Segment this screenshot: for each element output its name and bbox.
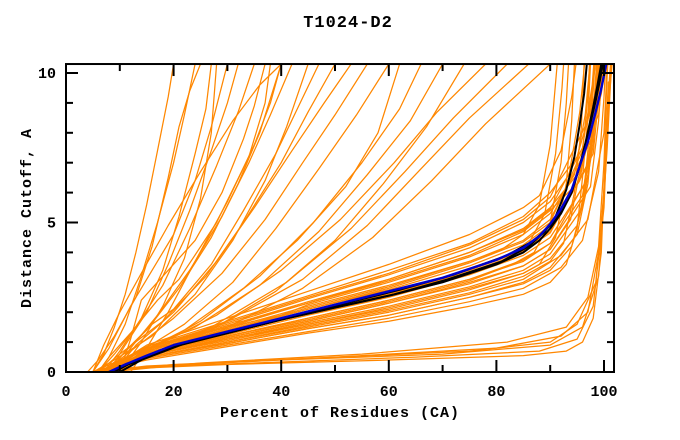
best-model-curve (107, 64, 608, 372)
curves-layer (86, 64, 613, 372)
prediction-curve (97, 64, 255, 372)
axes-layer: 0 20 40 60 80 100 0 5 10 (38, 63, 618, 401)
x-axis-title: Percent of Residues (CA) (220, 405, 460, 422)
highlighted-model-curve (108, 64, 588, 372)
prediction-curve (97, 64, 603, 372)
prediction-curve (92, 64, 576, 372)
y-tick-label: 5 (47, 216, 56, 233)
prediction-curve (103, 64, 212, 372)
prediction-curve (103, 64, 368, 372)
x-tick-label: 80 (487, 384, 505, 401)
prediction-curve (108, 64, 609, 372)
plot-border (65, 63, 616, 373)
x-tick-label: 100 (590, 384, 617, 401)
prediction-curve (92, 64, 282, 372)
x-tick-label: 20 (165, 384, 183, 401)
prediction-curve (103, 64, 601, 372)
prediction-curve (92, 64, 175, 372)
prediction-curve (108, 64, 239, 372)
x-tick-label: 60 (380, 384, 398, 401)
y-axis-title: Distance Cutoff, A (19, 128, 36, 308)
prediction-curve (103, 64, 577, 372)
x-tick-label: 40 (272, 384, 290, 401)
prediction-curve (119, 64, 606, 372)
prediction-curve (97, 64, 272, 372)
prediction-curve (119, 64, 597, 372)
prediction-curve (108, 64, 558, 372)
prediction-curve (86, 81, 609, 372)
prediction-curve (108, 64, 320, 372)
y-tick-label: 10 (38, 66, 56, 83)
prediction-curve (113, 64, 595, 372)
prediction-curve (92, 64, 592, 372)
prediction-curve (97, 64, 600, 372)
y-tick-label: 0 (47, 365, 56, 382)
prediction-curve (119, 64, 218, 372)
prediction-curve (97, 64, 570, 372)
prediction-curve (113, 64, 586, 372)
prediction-curve (86, 64, 202, 372)
prediction-curve (103, 64, 598, 372)
prediction-curve (119, 64, 266, 372)
x-tick-label: 0 (61, 384, 70, 401)
prediction-curve (92, 64, 613, 372)
prediction-curve (97, 64, 196, 372)
prediction-curve (92, 64, 229, 372)
chart-title: T1024-D2 (303, 14, 393, 33)
